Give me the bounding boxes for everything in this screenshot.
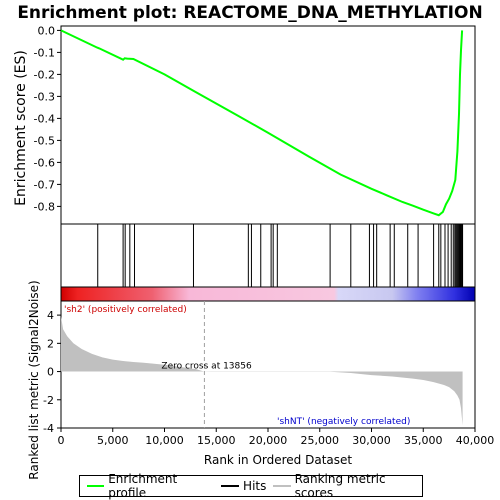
metric-y-tick-label: 0 <box>47 366 54 379</box>
x-tick-label: 5,000 <box>97 434 129 447</box>
es-y-tick-label: -0.1 <box>34 46 55 59</box>
es-y-tick-label: -0.3 <box>34 90 55 103</box>
legend-label-hits: Hits <box>243 479 267 493</box>
metric-y-axis-label: Ranked list metric (Signal2Noise) <box>27 280 41 479</box>
x-tick-label: 0 <box>58 434 65 447</box>
positive-correlation-label: 'sh2' (positively correlated) <box>64 305 187 315</box>
x-tick-label: 35,000 <box>404 434 443 447</box>
legend-item-ranking-metric: Ranking metric scores <box>273 472 422 500</box>
zero-cross-label: Zero cross at 13856 <box>161 362 252 372</box>
enrichment-profile-line <box>60 29 464 217</box>
x-tick-label: 40,000 <box>456 434 495 447</box>
negative-correlation-label: 'shNT' (negatively correlated) <box>277 417 410 427</box>
es-y-tick-label: -0.4 <box>34 112 55 125</box>
legend-label-enrichment-profile: Enrichment profile <box>108 472 178 500</box>
legend-item-enrichment-profile: Enrichment profile <box>87 472 214 500</box>
legend-item-hits: Hits <box>221 479 266 493</box>
hits-swatch <box>221 485 240 487</box>
x-tick-label: 20,000 <box>249 434 288 447</box>
enrichment-profile-swatch <box>87 485 105 487</box>
es-y-tick-label: -0.2 <box>34 68 55 81</box>
ranking-metric-area <box>61 316 463 426</box>
legend: Enrichment profile Hits Ranking metric s… <box>79 472 423 500</box>
rank-color-bar <box>60 286 476 302</box>
es-panel-frame <box>60 25 476 225</box>
es-y-tick-label: -0.6 <box>34 156 55 169</box>
x-tick-label: 30,000 <box>352 434 391 447</box>
x-tick-label: 15,000 <box>197 434 236 447</box>
es-y-tick-label: 0.0 <box>38 24 56 37</box>
metric-y-tick-label: 4 <box>47 309 54 322</box>
x-tick-label: 10,000 <box>145 434 184 447</box>
legend-label-ranking-metric: Ranking metric scores <box>294 472 386 500</box>
x-tick-label: 25,000 <box>301 434 340 447</box>
es-y-axis-label: Enrichment score (ES) <box>13 50 29 206</box>
ranking-metric-swatch <box>273 485 291 487</box>
es-y-tick-label: -0.7 <box>34 178 55 191</box>
metric-y-tick-label: -2 <box>43 394 54 407</box>
metric-y-tick-label: 2 <box>47 337 54 350</box>
x-axis-label: Rank in Ordered Dataset <box>204 453 352 467</box>
chart-title: Enrichment plot: REACTOME_DNA_METHYLATIO… <box>17 3 482 23</box>
es-y-tick-label: -0.5 <box>34 134 55 147</box>
metric-y-tick-label: -4 <box>43 422 54 435</box>
es-y-tick-label: -0.8 <box>34 200 55 213</box>
